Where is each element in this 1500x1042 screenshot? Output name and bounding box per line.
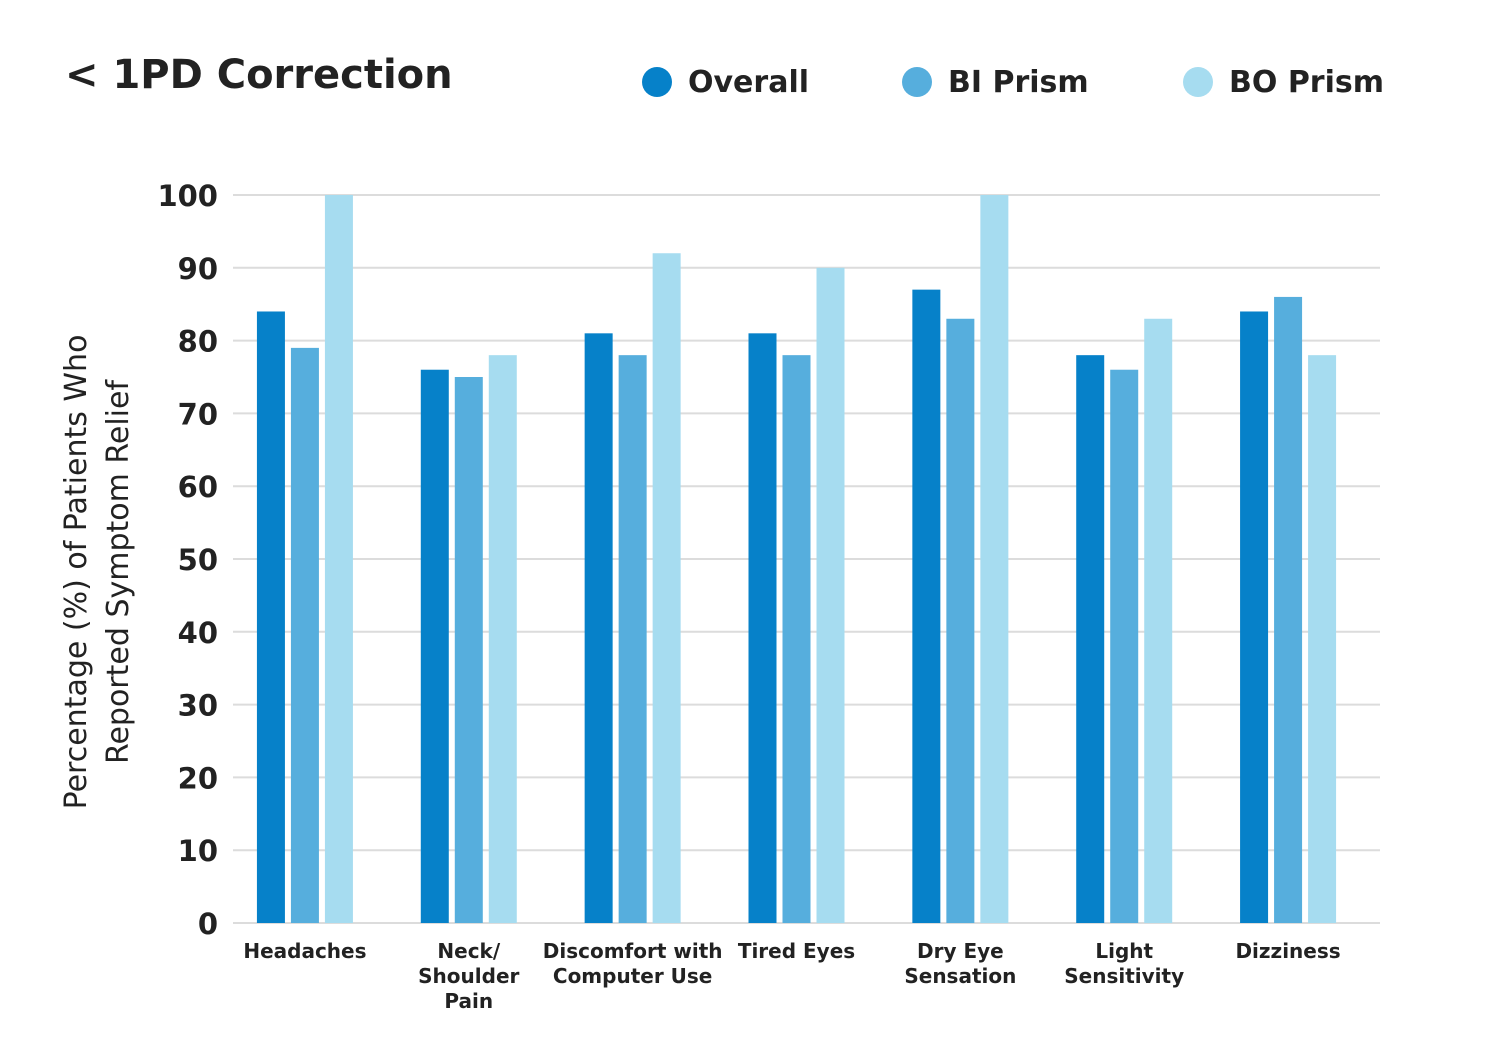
x-tick-label-line: Light — [1095, 939, 1153, 963]
x-tick-label: Tired Eyes — [738, 939, 855, 963]
legend-item-overall: Overall — [642, 60, 809, 104]
bar-bo-prism — [1308, 355, 1337, 923]
bar-overall — [584, 333, 613, 923]
bar-bi-prism — [454, 377, 483, 923]
x-tick-label-line: Sensitivity — [1064, 964, 1184, 988]
x-tick-label-line: Shoulder — [418, 964, 519, 988]
chart-title: < 1PD Correction — [65, 52, 453, 98]
bar-overall — [912, 289, 941, 923]
bar-bo-prism — [488, 355, 517, 923]
y-tick-label: 100 — [157, 179, 218, 213]
x-tick-label: Dry Eye Sensation — [904, 939, 1016, 988]
legend-label-bo-prism: BO Prism — [1229, 64, 1384, 100]
x-tick-label: Dizziness — [1235, 939, 1340, 963]
x-tick-label: Headaches — [243, 939, 366, 963]
bar-overall — [1076, 355, 1105, 923]
x-tick-label-line: Tired Eyes — [738, 939, 855, 963]
legend-item-bo-prism: BO Prism — [1183, 60, 1384, 104]
y-tick-label: 10 — [178, 834, 218, 868]
legend-label-bi-prism: BI Prism — [948, 64, 1089, 100]
y-tick-label: 50 — [178, 543, 218, 577]
bar-bi-prism — [782, 355, 811, 923]
bar-bi-prism — [946, 318, 975, 923]
x-tick-label-line: Headaches — [243, 939, 366, 963]
x-tick-label-line: Neck/ — [437, 939, 500, 963]
y-tick-label: 0 — [198, 907, 218, 941]
x-tick-label: Light Sensitivity — [1064, 939, 1184, 988]
y-tick-label: 70 — [178, 397, 218, 431]
x-tick-label-line: Computer Use — [553, 964, 712, 988]
x-tick-label: Discomfort with Computer Use — [543, 939, 723, 988]
bar-bo-prism — [980, 195, 1009, 923]
y-tick-label: 30 — [178, 689, 218, 723]
bar-overall — [1240, 311, 1269, 924]
x-tick-label: Neck/Shoulder Pain — [418, 939, 519, 1013]
bar-bi-prism — [1110, 369, 1139, 924]
y-tick-label: 60 — [178, 470, 218, 504]
bar-bo-prism — [1144, 318, 1173, 923]
bar-bo-prism — [652, 253, 681, 924]
bar-bi-prism — [618, 355, 647, 923]
bar-bi-prism — [290, 347, 319, 923]
x-tick-label-line: Dizziness — [1235, 939, 1340, 963]
bar-overall — [256, 311, 285, 924]
legend-swatch-bi-prism — [902, 67, 932, 97]
legend-item-bi-prism: BI Prism — [902, 60, 1089, 104]
x-tick-label-line: Dry Eye — [917, 939, 1004, 963]
y-tick-label: 40 — [178, 616, 218, 650]
bar-bo-prism — [816, 267, 845, 923]
y-tick-label: 90 — [178, 252, 218, 286]
legend-swatch-bo-prism — [1183, 67, 1213, 97]
y-tick-label: 80 — [178, 325, 218, 359]
bar-overall — [748, 333, 777, 923]
bar-bi-prism — [1274, 296, 1303, 923]
bar-overall — [420, 369, 449, 924]
x-tick-label-line: Pain — [444, 989, 493, 1013]
y-tick-label: 20 — [178, 761, 218, 795]
x-tick-label-line: Sensation — [904, 964, 1016, 988]
bar-bo-prism — [324, 195, 353, 923]
legend-label-overall: Overall — [688, 64, 810, 100]
legend-swatch-overall — [642, 67, 672, 97]
x-tick-label-line: Discomfort with — [543, 939, 723, 963]
